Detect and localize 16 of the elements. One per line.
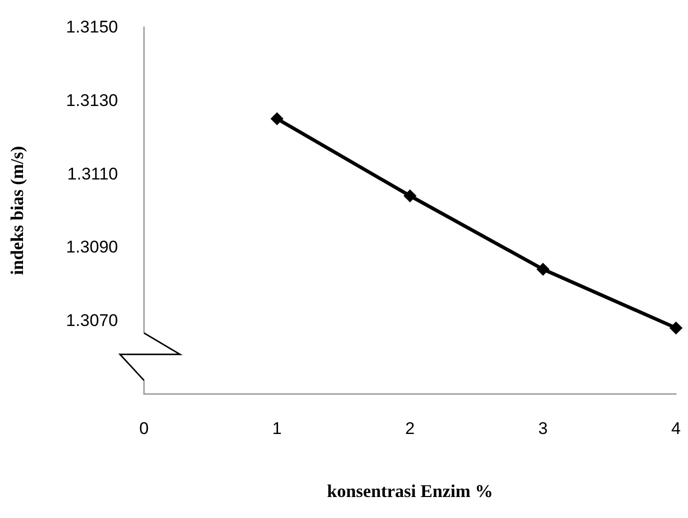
point: [404, 189, 416, 202]
x-tick-label: 4: [671, 419, 681, 438]
y-tick-label: 1.3110: [67, 164, 118, 184]
point: [536, 262, 550, 276]
y-tick-label: 1.3070: [66, 311, 118, 330]
x-tick-label: 3: [538, 419, 548, 438]
y-tick-label: 1.3130: [66, 90, 118, 110]
y-tick-label: 1.3090: [66, 238, 118, 257]
x-tick-label: 2: [405, 419, 415, 438]
x-tick-label: 1: [272, 419, 282, 438]
y-tick-label: 1.3150: [66, 18, 118, 36]
y-axis-title: indeks bias (m/s): [7, 146, 27, 276]
x-tick-label: 0: [139, 419, 149, 438]
point: [270, 112, 284, 126]
x-axis-title: konsentrasi Enzim %: [326, 481, 494, 501]
point: [670, 321, 682, 334]
